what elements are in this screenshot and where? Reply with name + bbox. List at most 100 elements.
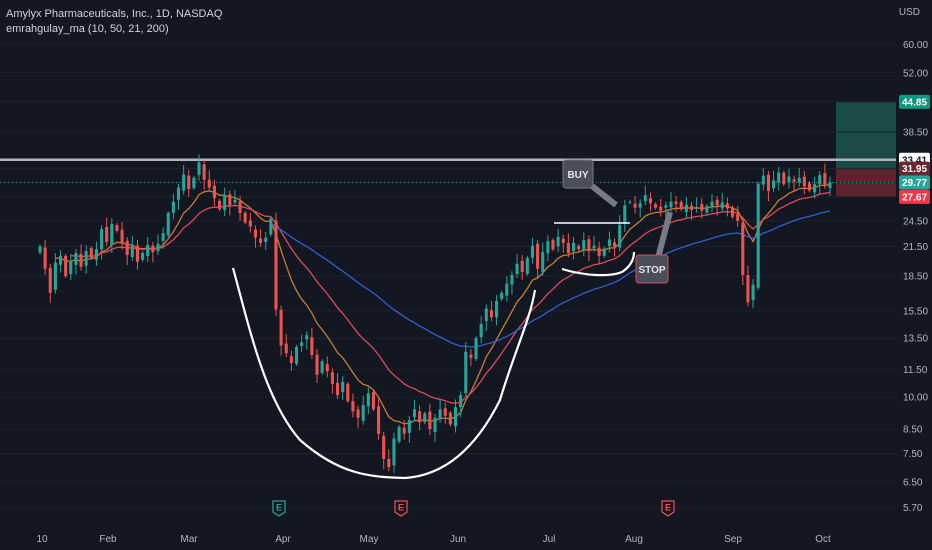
candle-body bbox=[802, 176, 806, 187]
candle-body bbox=[577, 245, 581, 250]
candle-body bbox=[700, 203, 704, 211]
candle-body bbox=[730, 207, 735, 217]
buy-box bbox=[562, 159, 594, 189]
candle-body bbox=[546, 241, 550, 254]
candle-body bbox=[315, 354, 319, 375]
candle-body bbox=[587, 239, 591, 252]
price-tag-label: 44.85 bbox=[902, 97, 927, 108]
candles bbox=[38, 154, 832, 474]
candle-body bbox=[689, 205, 694, 210]
candle-body bbox=[218, 201, 222, 210]
time-tick-label: 10 bbox=[36, 534, 48, 545]
candle-body bbox=[659, 206, 663, 211]
earnings-event-icon[interactable]: E bbox=[272, 500, 286, 517]
price-tag: 29.77 bbox=[899, 175, 930, 190]
candle-body bbox=[289, 356, 293, 363]
candle-body bbox=[351, 401, 355, 412]
resistance-line[interactable] bbox=[0, 158, 896, 183]
price-tick-label: 60.00 bbox=[903, 40, 928, 51]
candle-body bbox=[623, 205, 627, 224]
candle-body bbox=[797, 177, 801, 183]
buy-label: BUY bbox=[567, 170, 588, 181]
candle-body bbox=[279, 309, 283, 346]
candle-body bbox=[751, 284, 755, 301]
candle-body bbox=[361, 405, 365, 421]
price-tick-label: 52.00 bbox=[903, 68, 928, 79]
candle-body bbox=[433, 417, 437, 433]
candle-body bbox=[515, 263, 519, 275]
candle-body bbox=[418, 411, 422, 423]
price-tag-bg bbox=[899, 94, 930, 109]
stop-pointer bbox=[655, 211, 673, 259]
price-tick-label: 13.50 bbox=[903, 334, 928, 345]
earnings-event-icon[interactable]: E bbox=[661, 500, 675, 517]
time-axis[interactable]: 10 Feb Mar Apr May Jun Jul Aug Sep Oct bbox=[36, 534, 831, 545]
candle-body bbox=[320, 361, 324, 373]
candle-body bbox=[705, 206, 709, 213]
earnings-event-shape bbox=[272, 500, 286, 517]
price-tag-label: 27.67 bbox=[902, 192, 927, 203]
candle-body bbox=[525, 257, 529, 274]
stop-callout[interactable]: STOP bbox=[635, 211, 673, 284]
price-tag: 27.67 bbox=[899, 189, 930, 204]
handle-drawing[interactable] bbox=[561, 251, 636, 277]
earnings-event-label: E bbox=[276, 503, 282, 513]
candle-body bbox=[664, 205, 668, 208]
candle-body bbox=[489, 310, 493, 318]
candle-body bbox=[746, 275, 750, 303]
candle-body bbox=[64, 255, 68, 277]
candle-body bbox=[125, 240, 129, 255]
price-tick-label: 6.50 bbox=[903, 477, 923, 488]
candle-body bbox=[264, 237, 268, 242]
candle-body bbox=[638, 203, 642, 208]
candle-body bbox=[171, 201, 175, 213]
candle-body bbox=[648, 198, 652, 204]
candle-body bbox=[284, 343, 288, 354]
price-tick-label: 10.00 bbox=[903, 393, 928, 404]
candle-body bbox=[377, 406, 381, 434]
candle-body bbox=[69, 261, 73, 275]
candle-body bbox=[474, 338, 478, 359]
candle-body bbox=[48, 267, 52, 293]
symbol-title[interactable]: Amylyx Pharmaceuticals, Inc., 1D, NASDAQ bbox=[6, 8, 223, 20]
cup-drawing[interactable] bbox=[231, 267, 537, 480]
buy-callout[interactable]: BUY bbox=[562, 159, 618, 208]
earnings-event-label: E bbox=[398, 503, 404, 513]
price-tick-label: 5.70 bbox=[903, 503, 923, 514]
candle-body bbox=[115, 225, 119, 231]
candle-body bbox=[479, 324, 483, 338]
candle-body bbox=[192, 177, 196, 189]
candle-body bbox=[79, 254, 83, 267]
candle-body bbox=[536, 243, 540, 269]
candle-body bbox=[356, 409, 360, 418]
candle-body bbox=[330, 372, 334, 384]
candle-body bbox=[777, 172, 781, 183]
candle-body bbox=[484, 308, 488, 322]
candle-body bbox=[500, 292, 504, 300]
indicator-title[interactable]: emrahgulay_ma (10, 50, 21, 200) bbox=[6, 23, 169, 35]
candle-body bbox=[813, 184, 817, 193]
price-tag-bg bbox=[899, 189, 930, 204]
candle-body bbox=[720, 202, 724, 209]
price-tag-label: 29.77 bbox=[902, 178, 927, 189]
earnings-event-icon[interactable]: E bbox=[394, 500, 408, 517]
candle-body bbox=[238, 201, 242, 213]
candle-body bbox=[823, 173, 827, 185]
candle-body bbox=[392, 438, 396, 466]
target-zone[interactable] bbox=[836, 101, 896, 169]
candle-body bbox=[643, 195, 647, 202]
price-axis[interactable]: 60.00 52.00 38.50 24.50 21.50 18.50 15.50 13.50… bbox=[903, 40, 928, 514]
callouts[interactable]: BUY STOP bbox=[562, 159, 673, 284]
stop-label: STOP bbox=[638, 265, 665, 276]
candle-body bbox=[371, 392, 375, 410]
candle-body bbox=[130, 245, 134, 257]
candle-body bbox=[695, 206, 699, 209]
drawings[interactable] bbox=[231, 222, 636, 480]
candle-body bbox=[684, 204, 688, 213]
candle-body bbox=[84, 251, 88, 266]
candle-body bbox=[818, 175, 822, 185]
candle-body bbox=[582, 240, 586, 251]
